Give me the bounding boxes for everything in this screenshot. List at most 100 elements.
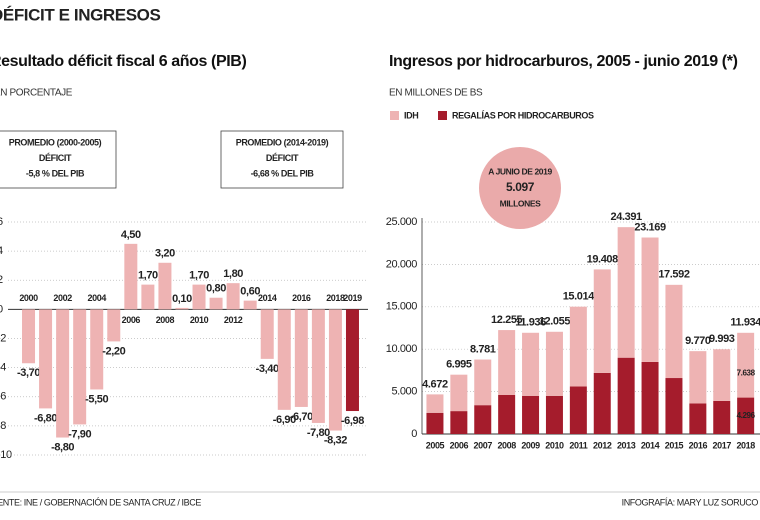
value-label: 4,50 bbox=[121, 229, 141, 241]
annotation-circle bbox=[479, 147, 561, 229]
y-tick-label: 4 bbox=[0, 245, 3, 257]
bar-segment bbox=[545, 331, 563, 396]
value-label: -8,80 bbox=[51, 441, 74, 453]
legend-swatch bbox=[390, 111, 399, 120]
x-tick-label: 2011 bbox=[569, 440, 587, 450]
bar bbox=[243, 300, 257, 310]
x-tick-label: 2014 bbox=[258, 293, 277, 303]
bar-segment bbox=[522, 395, 540, 434]
bar bbox=[311, 309, 325, 423]
x-tick-label: 2016 bbox=[689, 440, 708, 450]
bar bbox=[158, 262, 172, 310]
bar-segment bbox=[713, 349, 731, 401]
bar bbox=[73, 309, 87, 425]
value-label: -6,80 bbox=[34, 412, 57, 424]
bar-segment bbox=[617, 227, 635, 358]
annotation-text: DÉFICIT bbox=[266, 153, 299, 163]
segment-label: 4.296 bbox=[737, 411, 756, 420]
bar bbox=[226, 283, 240, 310]
chart-title: Ingresos por hidrocarburos, 2005 - junio… bbox=[389, 53, 738, 70]
total-label: 23.169 bbox=[634, 221, 666, 233]
x-tick-label: 2012 bbox=[593, 440, 612, 450]
total-label: 15.014 bbox=[563, 291, 596, 303]
bar bbox=[192, 284, 206, 310]
x-tick-label: 2002 bbox=[53, 293, 72, 303]
footer-credit: INFOGRAFÍA: MARY LUZ SORUCO bbox=[622, 497, 759, 507]
x-tick-label: 2012 bbox=[224, 315, 243, 325]
value-label: 3,20 bbox=[155, 248, 175, 260]
chart-title: Resultado déficit fiscal 6 años (PIB) bbox=[0, 53, 246, 70]
y-tick-label: 20.000 bbox=[386, 258, 418, 270]
bar bbox=[124, 243, 138, 310]
bar bbox=[260, 309, 274, 359]
bar-segment bbox=[641, 237, 659, 362]
annotation-text: PROMEDIO (2014-2019) bbox=[236, 137, 329, 147]
annotation-text: DÉFICIT bbox=[39, 153, 72, 163]
x-tick-label: 2004 bbox=[88, 293, 107, 303]
x-tick-label: 2008 bbox=[156, 315, 175, 325]
bar bbox=[345, 309, 359, 412]
value-label: 1,70 bbox=[138, 270, 158, 282]
y-tick-label: 5.000 bbox=[391, 386, 417, 398]
x-tick-label: 2009 bbox=[521, 440, 540, 450]
annotation-text: 5.097 bbox=[506, 180, 535, 194]
x-tick-label: 2000 bbox=[19, 293, 38, 303]
y-tick-label: 15.000 bbox=[386, 301, 418, 313]
annotation-text: -6,68 % DEL PIB bbox=[251, 168, 315, 178]
bar-segment bbox=[569, 386, 587, 434]
x-tick-label: 2008 bbox=[497, 440, 516, 450]
total-label: 8.781 bbox=[470, 343, 496, 355]
legend-label: REGALÍAS POR HIDROCARBUROS bbox=[452, 110, 594, 120]
y-tick-label: -8 bbox=[0, 420, 6, 432]
bar-segment bbox=[474, 405, 492, 434]
bar-segment bbox=[498, 330, 516, 395]
bar bbox=[56, 309, 70, 438]
chart-subtitle: EN MILLONES DE BS bbox=[389, 88, 483, 99]
value-label: -5,50 bbox=[85, 393, 108, 405]
bar-segment bbox=[737, 332, 755, 398]
y-tick-label: -6 bbox=[0, 391, 6, 403]
value-label: 0,80 bbox=[206, 283, 226, 295]
annotation-text: MILLONES bbox=[500, 198, 541, 208]
total-label: 11.936 bbox=[515, 317, 546, 329]
x-tick-label: 2014 bbox=[641, 440, 660, 450]
bar-segment bbox=[450, 374, 468, 412]
value-label: -3,40 bbox=[256, 363, 279, 375]
y-tick-label: -2 bbox=[0, 332, 6, 344]
value-label: -6,90 bbox=[273, 414, 296, 426]
bar-segment bbox=[498, 394, 516, 434]
annotation-box bbox=[0, 130, 117, 189]
legend-swatch bbox=[438, 111, 447, 120]
bar-segment bbox=[426, 412, 444, 434]
value-label: 1,70 bbox=[189, 270, 209, 282]
x-tick-label: 2017 bbox=[713, 440, 732, 450]
value-label: 0,10 bbox=[172, 293, 192, 305]
x-tick-label: 2015 bbox=[665, 440, 684, 450]
total-label: 19.408 bbox=[587, 253, 619, 265]
bar bbox=[107, 309, 121, 342]
y-tick-label: -4 bbox=[0, 362, 6, 374]
bar-segment bbox=[450, 411, 468, 434]
value-label: -6,70 bbox=[290, 411, 313, 423]
x-tick-label: 2006 bbox=[450, 440, 469, 450]
bar bbox=[22, 309, 36, 364]
bar-segment bbox=[689, 403, 707, 434]
y-tick-label: 25.000 bbox=[386, 216, 418, 228]
x-tick-label: 2019 bbox=[343, 293, 362, 303]
y-tick-label: 6 bbox=[0, 216, 3, 228]
bar-segment bbox=[689, 351, 707, 404]
value-label: -8,32 bbox=[324, 434, 347, 446]
bar-segment bbox=[593, 269, 611, 373]
x-tick-label: 2016 bbox=[292, 293, 311, 303]
value-label: 0,60 bbox=[240, 286, 260, 298]
bar-segment bbox=[617, 357, 635, 434]
total-label: 12.055 bbox=[539, 316, 571, 328]
legend-label: IDH bbox=[404, 110, 418, 120]
segment-label: 7.638 bbox=[737, 368, 756, 377]
y-tick-label: 2 bbox=[0, 274, 3, 286]
annotation-text: PROMEDIO (2000-2005) bbox=[9, 137, 102, 147]
value-label: -7,90 bbox=[68, 428, 91, 440]
total-label: 12.255 bbox=[491, 314, 523, 326]
x-tick-label: 2018 bbox=[326, 293, 345, 303]
